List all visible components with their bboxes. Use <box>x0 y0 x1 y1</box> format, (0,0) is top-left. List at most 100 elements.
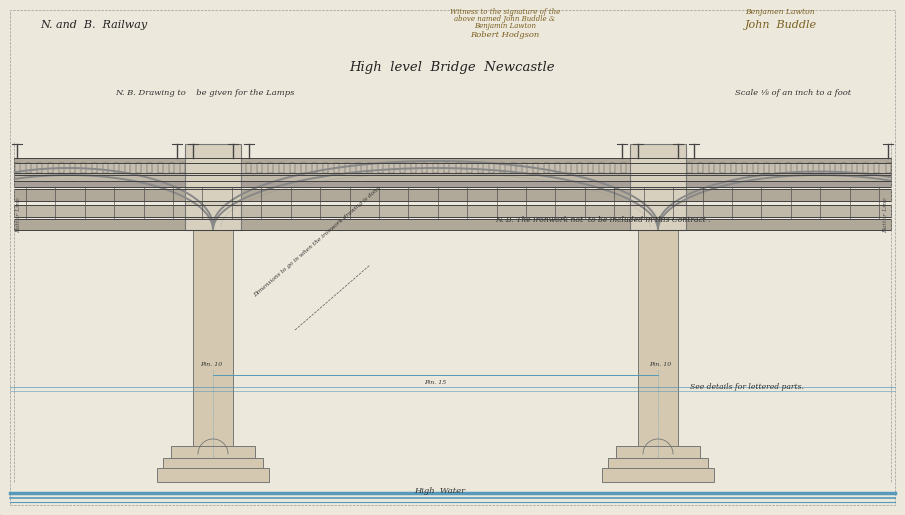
Polygon shape <box>213 163 218 173</box>
Text: Witness to the signature of the: Witness to the signature of the <box>450 8 560 16</box>
Polygon shape <box>235 163 240 173</box>
Polygon shape <box>202 163 207 173</box>
Polygon shape <box>14 175 891 181</box>
Polygon shape <box>742 163 748 173</box>
Polygon shape <box>246 163 251 173</box>
Polygon shape <box>301 163 306 173</box>
Polygon shape <box>533 163 538 173</box>
Polygon shape <box>731 163 736 173</box>
Text: Batter Line: Batter Line <box>883 197 889 233</box>
Polygon shape <box>279 163 284 173</box>
Polygon shape <box>643 163 648 173</box>
Polygon shape <box>797 163 803 173</box>
Polygon shape <box>14 181 891 187</box>
Polygon shape <box>624 222 692 230</box>
Polygon shape <box>14 189 891 201</box>
Polygon shape <box>193 230 233 458</box>
Text: High  Water: High Water <box>414 487 465 495</box>
Polygon shape <box>676 163 681 173</box>
Polygon shape <box>169 163 174 173</box>
Text: Pin. 15: Pin. 15 <box>424 380 446 385</box>
Polygon shape <box>48 163 52 173</box>
Text: above named John Buddle &: above named John Buddle & <box>454 15 556 23</box>
Polygon shape <box>59 163 63 173</box>
Polygon shape <box>608 458 708 468</box>
Polygon shape <box>478 163 482 173</box>
Polygon shape <box>14 219 891 230</box>
Text: High  level  Bridge  Newcastle: High level Bridge Newcastle <box>349 61 555 75</box>
Polygon shape <box>831 163 835 173</box>
Polygon shape <box>412 163 416 173</box>
Polygon shape <box>70 163 74 173</box>
Polygon shape <box>185 144 241 230</box>
Polygon shape <box>14 163 891 173</box>
Polygon shape <box>654 163 659 173</box>
Polygon shape <box>510 163 516 173</box>
Polygon shape <box>91 163 97 173</box>
Polygon shape <box>157 468 269 482</box>
Polygon shape <box>257 163 262 173</box>
Text: Pin. 10: Pin. 10 <box>649 363 672 368</box>
Polygon shape <box>157 163 163 173</box>
Polygon shape <box>114 163 119 173</box>
Polygon shape <box>268 163 273 173</box>
Text: N. and  B.  Railway: N. and B. Railway <box>40 20 148 30</box>
Polygon shape <box>863 163 869 173</box>
Polygon shape <box>521 163 527 173</box>
Polygon shape <box>576 163 582 173</box>
Text: Benjamin Lawton: Benjamin Lawton <box>474 22 536 30</box>
Text: N. B. The ironwork not  to be included in this Contract .: N. B. The ironwork not to be included in… <box>495 216 710 224</box>
Polygon shape <box>14 158 891 163</box>
Polygon shape <box>566 163 571 173</box>
Polygon shape <box>555 163 559 173</box>
Polygon shape <box>14 205 891 217</box>
Polygon shape <box>179 222 247 230</box>
Text: N. B. Drawing to    be given for the Lamps: N. B. Drawing to be given for the Lamps <box>115 89 294 97</box>
Polygon shape <box>467 163 472 173</box>
Polygon shape <box>291 163 295 173</box>
Polygon shape <box>14 173 891 175</box>
Polygon shape <box>14 163 20 173</box>
Polygon shape <box>874 163 880 173</box>
Polygon shape <box>423 163 427 173</box>
Polygon shape <box>224 163 229 173</box>
Polygon shape <box>25 163 31 173</box>
Polygon shape <box>776 163 780 173</box>
Polygon shape <box>665 163 670 173</box>
Polygon shape <box>357 163 361 173</box>
Polygon shape <box>163 458 263 468</box>
Polygon shape <box>400 163 405 173</box>
Polygon shape <box>36 163 42 173</box>
Polygon shape <box>588 163 593 173</box>
Polygon shape <box>136 163 141 173</box>
Polygon shape <box>687 163 692 173</box>
Polygon shape <box>602 468 714 482</box>
Text: Batter Line: Batter Line <box>16 197 22 233</box>
Polygon shape <box>147 163 152 173</box>
Polygon shape <box>599 163 604 173</box>
Polygon shape <box>808 163 814 173</box>
Polygon shape <box>710 163 714 173</box>
Polygon shape <box>764 163 769 173</box>
Polygon shape <box>621 163 626 173</box>
Polygon shape <box>544 163 548 173</box>
Polygon shape <box>444 163 450 173</box>
Text: Benjamen Lawton: Benjamen Lawton <box>745 8 814 16</box>
Polygon shape <box>819 163 824 173</box>
Polygon shape <box>367 163 372 173</box>
Polygon shape <box>630 144 686 230</box>
Polygon shape <box>191 163 195 173</box>
Text: Dimensions to go in when the ironwork drawing is done: Dimensions to go in when the ironwork dr… <box>253 185 382 298</box>
Text: See details for lettered parts.: See details for lettered parts. <box>690 383 804 391</box>
Polygon shape <box>180 163 185 173</box>
Polygon shape <box>489 163 493 173</box>
Polygon shape <box>378 163 384 173</box>
Polygon shape <box>171 446 255 458</box>
Polygon shape <box>842 163 846 173</box>
Polygon shape <box>102 163 108 173</box>
Polygon shape <box>853 163 857 173</box>
Polygon shape <box>312 163 317 173</box>
Polygon shape <box>125 163 129 173</box>
Polygon shape <box>720 163 725 173</box>
Polygon shape <box>610 163 614 173</box>
